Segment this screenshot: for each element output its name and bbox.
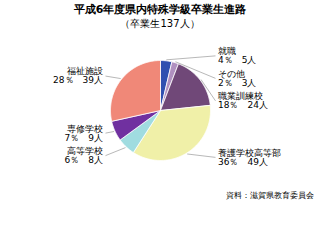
svg-text:専修学校7％ 9人: 専修学校7％ 9人	[65, 124, 103, 143]
svg-text:職業訓練校18％ 24人: 職業訓練校18％ 24人	[218, 91, 268, 110]
svg-text:福祉施設28％ 39人: 福祉施設28％ 39人	[53, 66, 103, 85]
html-text:（卒業生137人）: （卒業生137人）	[120, 18, 200, 29]
svg-text:高等学校6％ 8人: 高等学校6％ 8人	[65, 146, 103, 165]
html-text:平成6年度県内特殊学級卒業生進路: 平成6年度県内特殊学級卒業生進路	[73, 3, 247, 16]
svg-text:その他2％ 3人: その他2％ 3人	[218, 69, 256, 88]
svg-text:養護学校高等部36％ 49人: 養護学校高等部36％ 49人	[218, 148, 281, 167]
html-text:資料：滋賀県教育委員会: 資料：滋賀県教育委員会	[226, 191, 314, 200]
svg-text:就職4％ 5人: 就職4％ 5人	[218, 46, 256, 65]
